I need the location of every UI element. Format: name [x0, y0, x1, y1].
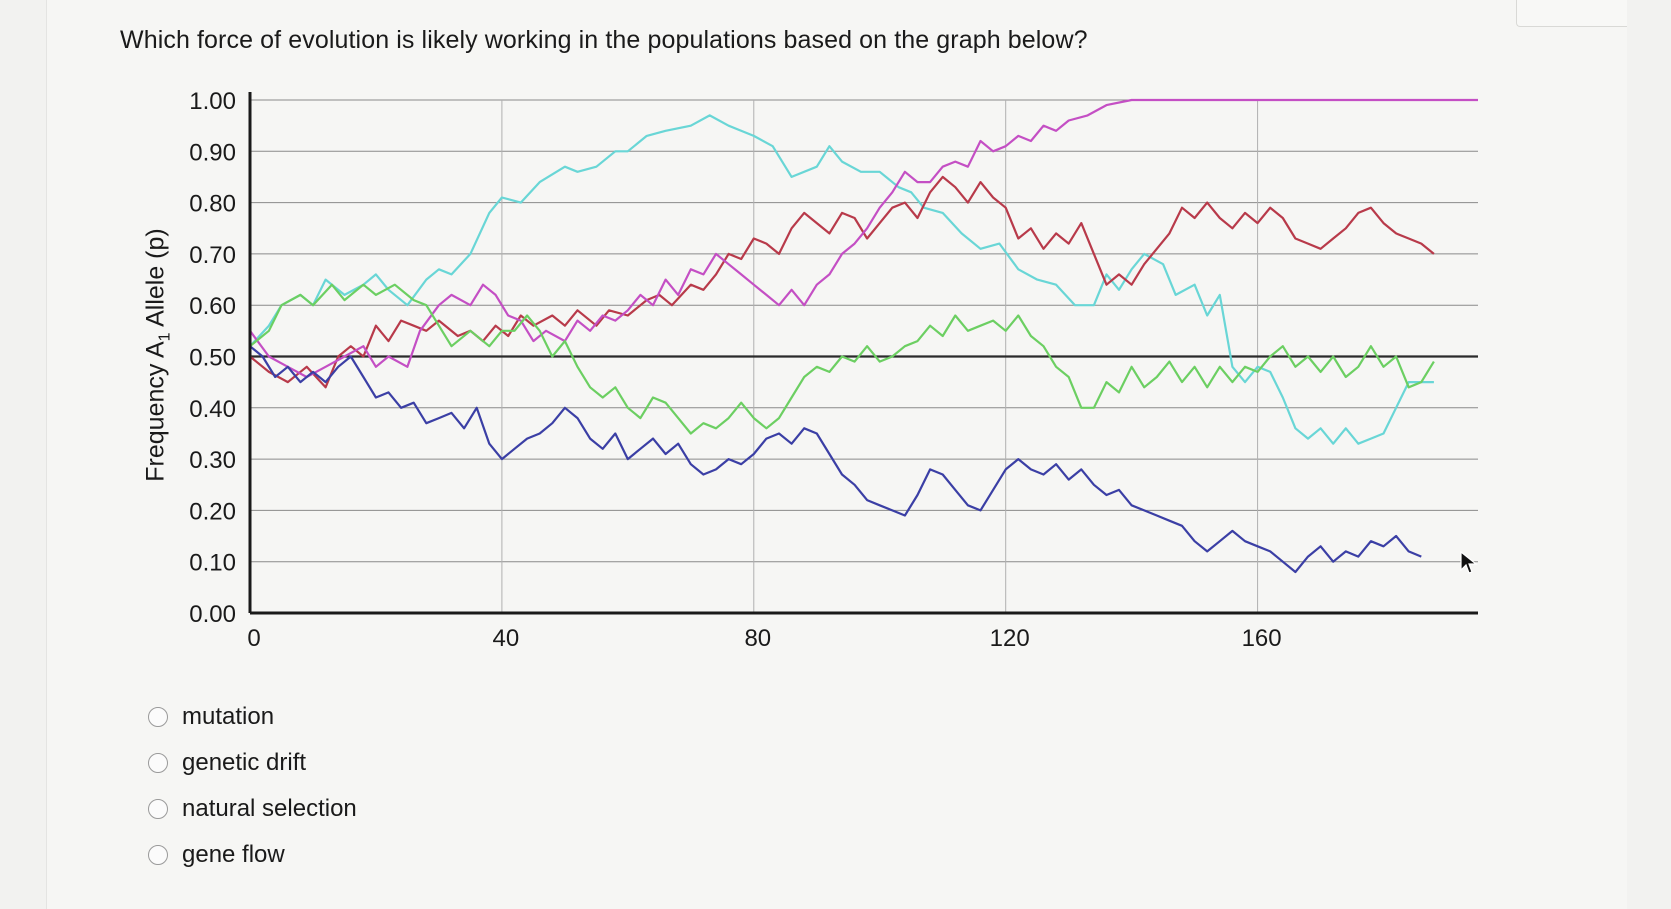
chart-tick-labels: 0.00 0.10 0.20 0.30 0.40 0.50 0.60 0.70 0.80 0.90…: [189, 88, 1281, 652]
chart-axes: [248, 92, 1478, 615]
x-tick-label: 160: [1242, 625, 1282, 652]
option-label: gene flow: [182, 841, 285, 868]
y-tick-label: 0.70: [189, 242, 236, 269]
series-line-4: [249, 283, 1435, 435]
radio-button[interactable]: [148, 799, 168, 819]
option-label: natural selection: [182, 795, 357, 822]
option-mutation[interactable]: mutation: [148, 694, 357, 740]
radio-button[interactable]: [148, 845, 168, 865]
x-tick-label: 120: [990, 625, 1030, 652]
y-tick-label: 0.40: [189, 396, 236, 423]
x-tick-label: 0: [247, 625, 260, 652]
y-tick-label: 0.60: [189, 293, 236, 320]
y-tick-label: 0.20: [189, 498, 236, 525]
series-line-5: [249, 345, 1422, 574]
option-label: genetic drift: [182, 749, 307, 776]
x-tick-label: 40: [493, 625, 520, 652]
radio-button[interactable]: [148, 707, 168, 727]
option-natural-selection[interactable]: natural selection: [148, 786, 357, 832]
radio-button[interactable]: [148, 753, 168, 773]
y-tick-label: 0.50: [189, 345, 236, 372]
question-text: Which force of evolution is likely worki…: [120, 26, 1088, 54]
series-line-1: [249, 114, 1434, 445]
series-line-3: [249, 98, 1478, 379]
y-tick-label: 1.00: [189, 88, 236, 115]
answer-options: mutation genetic drift natural selection…: [148, 694, 357, 878]
y-tick-label: 0.10: [189, 550, 236, 577]
chart-series: [249, 98, 1478, 574]
y-tick-label: 0.80: [189, 191, 236, 218]
y-axis-label: Frequency A1 Allele (p): [141, 228, 174, 482]
chart-grid: [250, 99, 1478, 613]
option-gene-flow[interactable]: gene flow: [148, 832, 357, 878]
y-tick-label: 0.00: [189, 601, 236, 628]
option-genetic-drift[interactable]: genetic drift: [148, 740, 357, 786]
mouse-pointer-icon: [1460, 550, 1478, 574]
y-tick-label: 0.30: [189, 447, 236, 474]
corner-panel: [1516, 0, 1627, 27]
x-tick-label: 80: [744, 625, 771, 652]
option-label: mutation: [182, 703, 275, 730]
y-tick-label: 0.90: [189, 139, 236, 166]
